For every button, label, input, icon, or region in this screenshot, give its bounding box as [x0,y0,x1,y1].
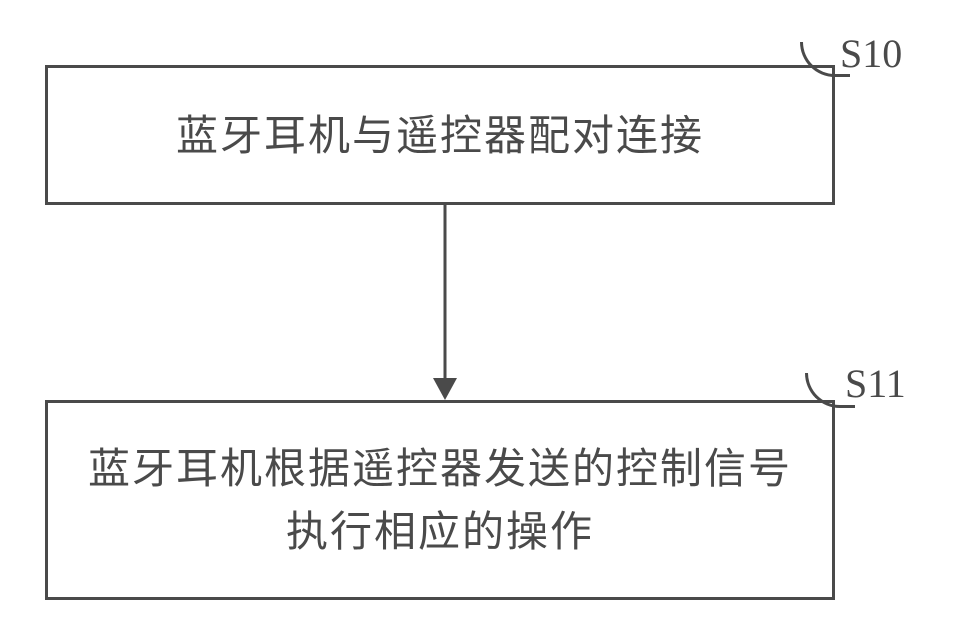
flowchart-container: 蓝牙耳机与遥控器配对连接 S10 蓝牙耳机根据遥控器发送的控制信号执行相应的操作… [45,30,915,610]
node-label-s10: S10 [840,30,902,77]
node-label-s11: S11 [845,360,906,407]
node-text: 蓝牙耳机与遥控器配对连接 [151,94,729,177]
arrow-line [444,205,447,380]
flow-arrow [435,205,455,400]
arrow-head-icon [433,378,457,400]
node-text: 蓝牙耳机根据遥控器发送的控制信号执行相应的操作 [48,427,832,573]
flowchart-node-s11: 蓝牙耳机根据遥控器发送的控制信号执行相应的操作 [45,400,835,600]
flowchart-node-s10: 蓝牙耳机与遥控器配对连接 [45,65,835,205]
